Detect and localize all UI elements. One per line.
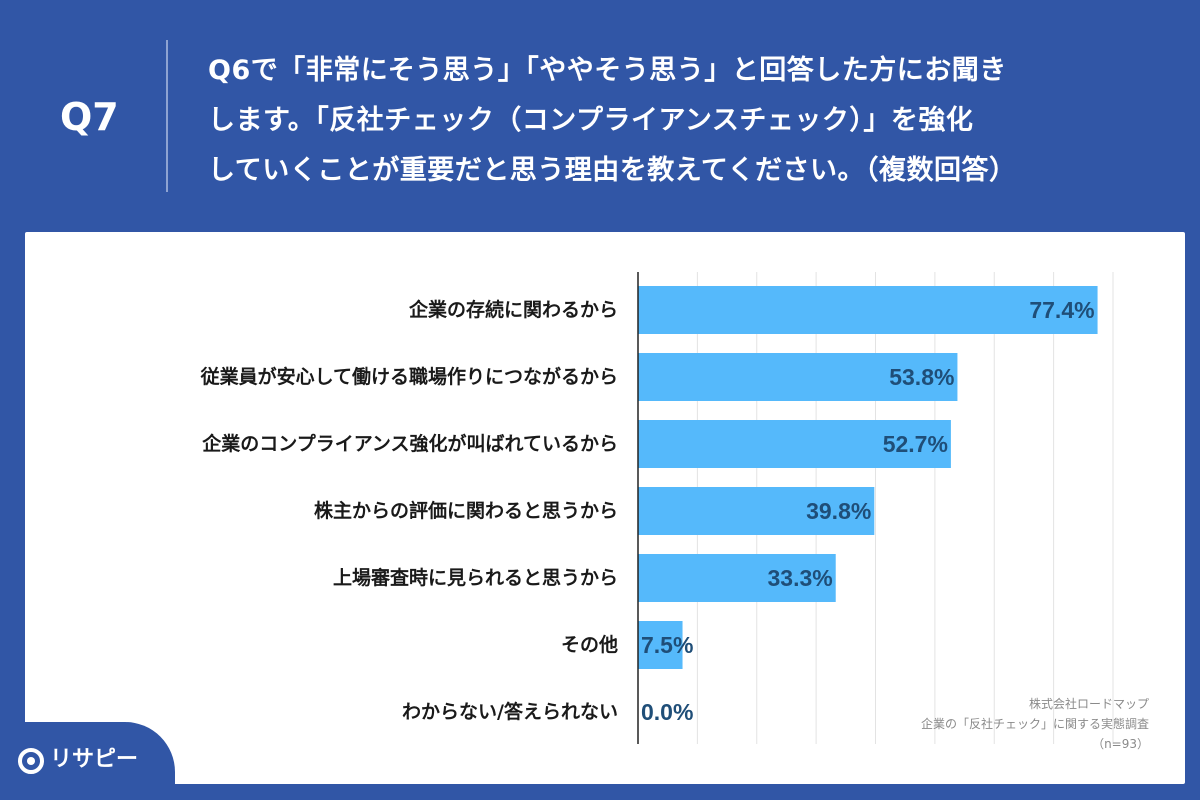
- category-label: 株主からの評価に関わると思うから: [314, 499, 618, 522]
- category-label: 企業のコンプライアンス強化が叫ばれているから: [201, 432, 618, 455]
- value-label: 39.8%: [806, 498, 871, 524]
- question-number: Q7: [60, 95, 119, 139]
- bar: [638, 353, 958, 401]
- value-label: 53.8%: [889, 364, 954, 390]
- pin-icon: [18, 748, 44, 774]
- credit-survey: 企業の「反社チェック」に関する実態調査: [920, 717, 1149, 731]
- value-label: 33.3%: [768, 565, 833, 591]
- category-label: 従業員が安心して働ける職場作りにつながるから: [200, 365, 618, 388]
- bar: [638, 487, 875, 535]
- category-label: 上場審査時に見られると思うから: [333, 566, 618, 589]
- logo-text: リサピー: [50, 747, 139, 772]
- brand-logo: リサピー: [0, 722, 175, 800]
- category-label: わからない/答えられない: [402, 700, 618, 723]
- category-label: その他: [561, 633, 618, 656]
- source-credit: 株式会社ロードマップ 企業の「反社チェック」に関する実態調査 （n=93）: [789, 694, 1149, 754]
- credit-company: 株式会社ロードマップ: [1028, 697, 1149, 711]
- value-label: 52.7%: [883, 431, 948, 457]
- question-text: Q6で「非常にそう思う」「ややそう思う」と回答した方にお聞き します。「反社チェ…: [208, 46, 1168, 196]
- question-line-3: していくことが重要だと思う理由を教えてください。（複数回答）: [208, 155, 1017, 186]
- question-line-2: します。「反社チェック（コンプライアンスチェック）」を強化: [208, 105, 974, 136]
- value-label: 7.5%: [641, 632, 693, 658]
- question-line-1: Q6で「非常にそう思う」「ややそう思う」と回答した方にお聞き: [208, 55, 1007, 86]
- credit-sample-size: （n=93）: [1092, 737, 1149, 751]
- bar: [638, 420, 951, 468]
- bar: [638, 286, 1098, 334]
- bar: [638, 554, 836, 602]
- bar-chart: 企業の存続に関わるから 77.4% 従業員が安心して働ける職場作りにつながるから 53…: [200, 272, 1114, 744]
- bar: [638, 621, 683, 669]
- value-label: 77.4%: [1029, 297, 1094, 323]
- category-label: 企業の存続に関わるから: [408, 298, 618, 321]
- header: Q7 Q6で「非常にそう思う」「ややそう思う」と回答した方にお聞き します。「反…: [0, 0, 1200, 232]
- chart-panel: 企業の存続に関わるから 77.4% 従業員が安心して働ける職場作りにつながるから 53…: [25, 232, 1185, 784]
- value-label: 0.0%: [641, 699, 693, 725]
- header-divider: [166, 40, 168, 192]
